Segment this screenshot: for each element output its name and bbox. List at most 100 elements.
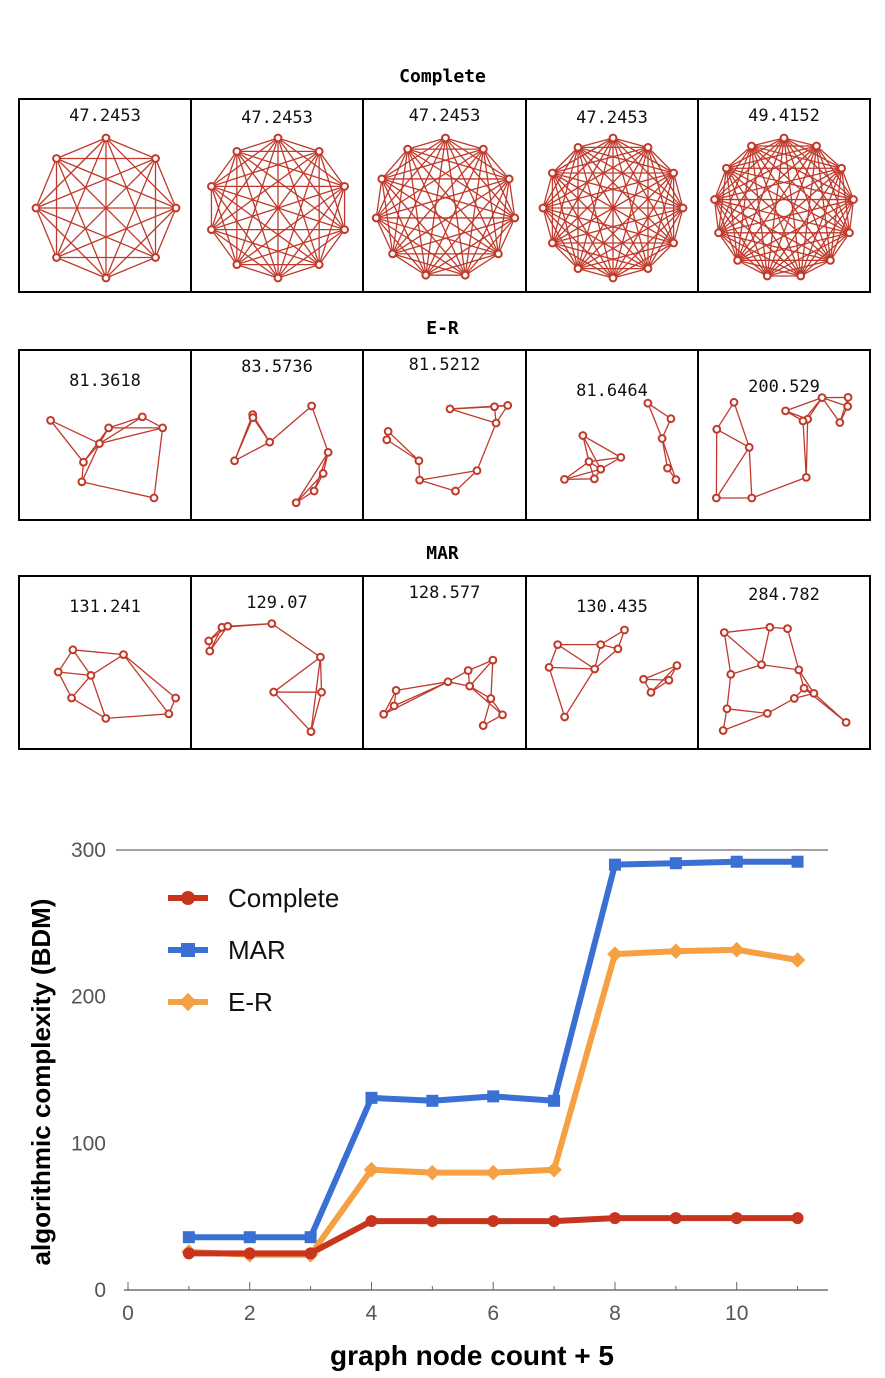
graph-panel: 47.2453 xyxy=(527,100,699,291)
graph-panel: 81.5212 xyxy=(364,351,527,519)
graph-edge xyxy=(445,137,516,219)
graph-edge xyxy=(375,178,383,219)
graph-node xyxy=(584,457,594,467)
graph-edge xyxy=(750,145,768,277)
graph-edge xyxy=(564,478,595,481)
graph-edge xyxy=(783,137,842,169)
graph-node xyxy=(578,431,588,440)
graph-drawing xyxy=(560,398,681,485)
graph-edge xyxy=(269,405,313,443)
graph-node xyxy=(781,406,790,416)
graph-edge xyxy=(35,207,58,258)
graph-node xyxy=(104,423,114,433)
data-point xyxy=(485,1164,502,1181)
graph-node xyxy=(379,709,389,719)
graph-edge xyxy=(386,439,420,462)
graph-node xyxy=(744,442,754,452)
graph-node xyxy=(171,693,181,703)
graph-node xyxy=(273,273,283,283)
graph-node xyxy=(46,416,55,425)
graph-node xyxy=(590,664,600,674)
bdm-value: 129.07 xyxy=(246,593,308,613)
graph-edge xyxy=(724,626,770,634)
graph-edge xyxy=(381,148,409,180)
graph-node xyxy=(643,264,653,274)
graph-edge xyxy=(549,666,595,670)
bdm-value: 200.529 xyxy=(748,377,820,397)
graph-node xyxy=(664,675,674,685)
graph-edge xyxy=(716,428,750,448)
graph-edge xyxy=(236,150,345,187)
bdm-value: 131.241 xyxy=(69,597,141,617)
graph-edge xyxy=(800,259,831,277)
graph-edge xyxy=(726,137,785,169)
graph-edge xyxy=(273,656,321,693)
graph-edge xyxy=(277,137,320,152)
graph-edge xyxy=(551,146,649,244)
graph-edge xyxy=(58,671,91,677)
graph-edge xyxy=(551,242,579,270)
graph-node xyxy=(403,144,413,154)
x-tick-label: 8 xyxy=(609,1302,621,1325)
graph-edge xyxy=(841,168,855,200)
graph-node xyxy=(783,624,792,634)
graph-edge xyxy=(464,253,499,276)
graph-edge xyxy=(318,229,346,266)
graph-edge xyxy=(730,664,762,675)
graph-node xyxy=(67,693,77,703)
y-tick-label: 0 xyxy=(94,1279,106,1302)
graph-edge xyxy=(552,207,684,244)
graph-edge xyxy=(467,659,494,672)
graph-edge xyxy=(154,207,177,258)
graph-edge xyxy=(725,168,739,261)
graph-edge xyxy=(393,681,449,707)
graph-edge xyxy=(311,405,329,453)
graph-edge xyxy=(564,468,601,481)
graph-edge xyxy=(295,451,329,504)
data-point xyxy=(791,855,804,868)
bdm-value: 47.2453 xyxy=(576,108,648,128)
graph-node xyxy=(207,181,216,191)
graph-node xyxy=(232,146,242,156)
graph-row-complete: 47.2453 47.2453 47.2453 47.2453 49.4152 xyxy=(18,98,871,293)
graph-node xyxy=(849,195,858,204)
x-tick-label: 10 xyxy=(725,1302,748,1325)
graph-panel: 129.07 xyxy=(192,577,364,748)
graph-edge xyxy=(81,481,155,499)
graph-node xyxy=(137,412,147,422)
graph-node xyxy=(712,424,722,434)
graph-edge xyxy=(840,168,851,233)
graph-node xyxy=(441,133,450,143)
graph-edge xyxy=(551,172,579,269)
graph-drawing xyxy=(382,401,513,496)
graph-node xyxy=(733,255,742,265)
graph-edge xyxy=(211,229,320,266)
graph-node xyxy=(79,457,88,467)
graph-node xyxy=(794,665,804,675)
graph-edge xyxy=(236,264,279,279)
graph-edge xyxy=(71,674,92,699)
graph-edge xyxy=(551,147,579,244)
graph-edge xyxy=(277,185,346,279)
graph-node xyxy=(718,726,728,735)
graph-edge xyxy=(647,146,675,174)
bdm-value: 83.5736 xyxy=(241,357,313,377)
graph-edge xyxy=(381,178,394,254)
graph-edge xyxy=(717,168,728,233)
graph-edge xyxy=(236,150,345,231)
graph-node xyxy=(415,475,425,485)
bdm-value: 284.782 xyxy=(748,585,820,605)
graph-node xyxy=(608,273,618,283)
graph-edge xyxy=(211,229,279,279)
graph-node xyxy=(779,133,789,143)
graph-edge xyxy=(99,416,143,445)
graph-edge xyxy=(737,259,768,277)
graph-edge xyxy=(469,685,503,716)
graph-node xyxy=(843,402,853,411)
graph-edge xyxy=(588,456,621,463)
graph-edge xyxy=(751,476,807,499)
graph-node xyxy=(671,475,681,485)
data-point xyxy=(487,1215,500,1228)
bdm-value: 47.2453 xyxy=(241,108,313,128)
graph-edge xyxy=(210,151,238,230)
